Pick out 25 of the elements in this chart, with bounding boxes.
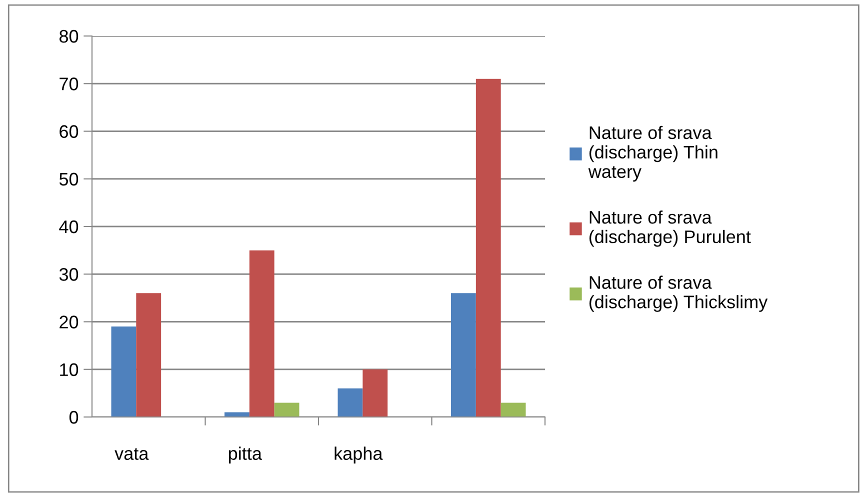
bar — [136, 293, 162, 417]
legend-label: Nature of srava (discharge) Thin watery — [588, 126, 718, 182]
y-tick-label: 10 — [60, 363, 78, 376]
x-tick-label: vata — [114, 448, 149, 460]
bar — [451, 293, 476, 417]
y-tick-label: 40 — [59, 220, 78, 234]
bar — [224, 412, 250, 417]
y-tick-label: 50 — [59, 172, 78, 186]
y-tick-label: 70 — [60, 78, 78, 90]
bar — [476, 78, 501, 417]
y-tick-label: 30 — [59, 268, 78, 281]
y-tick-label: 60 — [60, 125, 78, 138]
y-tick-label: 80 — [60, 30, 78, 43]
legend-label: Nature of srava (discharge) Thickslimy — [589, 276, 768, 312]
bar — [249, 250, 274, 417]
y-tick-label: 0 — [69, 410, 78, 424]
bar — [274, 402, 300, 417]
bar — [111, 326, 136, 417]
bar — [500, 402, 526, 417]
x-tick-label: kapha — [334, 446, 383, 464]
bar — [338, 388, 363, 417]
bar — [362, 369, 388, 417]
legend-label: Nature of srava (discharge) Purulent — [589, 210, 751, 247]
y-tick-label: 20 — [60, 316, 78, 328]
x-tick-label: pitta — [228, 446, 262, 464]
